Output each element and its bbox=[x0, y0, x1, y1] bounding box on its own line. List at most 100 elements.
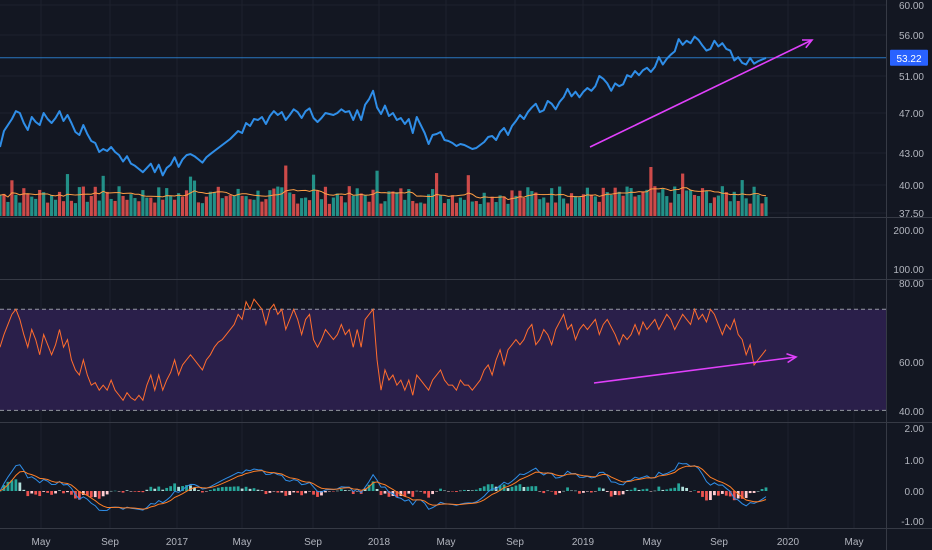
volume-bar bbox=[696, 196, 701, 216]
volume-bar bbox=[518, 190, 522, 216]
macd-histogram-bar bbox=[316, 491, 319, 497]
volume-bar bbox=[712, 197, 716, 216]
macd-histogram-bar bbox=[582, 491, 585, 493]
volume-bar bbox=[708, 203, 713, 216]
y-tick-label: 80.00 bbox=[899, 279, 924, 290]
volume-bar bbox=[121, 195, 125, 216]
volume-bar bbox=[494, 202, 498, 216]
macd-histogram-bar bbox=[312, 491, 315, 495]
macd-histogram-bar bbox=[308, 491, 311, 492]
volume-bar bbox=[542, 197, 546, 216]
volume-bar bbox=[65, 174, 70, 216]
volume-bar bbox=[240, 195, 244, 216]
macd-histogram-bar bbox=[574, 490, 577, 492]
y-tick-label: 200.00 bbox=[893, 226, 924, 237]
y-tick-label: 40.00 bbox=[899, 181, 924, 192]
volume-bar bbox=[18, 202, 22, 216]
macd-histogram-bar bbox=[264, 491, 268, 495]
macd-histogram-bar bbox=[66, 491, 69, 493]
macd-histogram-bar bbox=[423, 491, 427, 494]
macd-histogram-bar bbox=[748, 491, 752, 494]
signal-line bbox=[0, 465, 767, 510]
volume-bar bbox=[145, 197, 149, 216]
macd-histogram-bar bbox=[296, 491, 300, 493]
volume-bar bbox=[97, 200, 101, 216]
macd-histogram-bar bbox=[673, 487, 677, 491]
macd-histogram-bar bbox=[597, 487, 601, 491]
y-tick-label: -1.00 bbox=[901, 517, 924, 528]
macd-histogram-bar bbox=[224, 486, 228, 491]
macd-histogram-bar bbox=[335, 490, 339, 492]
macd-histogram-bar bbox=[121, 491, 125, 493]
macd-histogram-bar bbox=[304, 491, 307, 494]
volume-bar bbox=[458, 197, 462, 216]
macd-histogram-bar bbox=[10, 480, 14, 491]
macd-histogram-bar bbox=[486, 484, 490, 491]
volume-bar bbox=[605, 192, 609, 216]
x-tick-label: Sep bbox=[506, 537, 524, 548]
volume-bar bbox=[744, 198, 748, 216]
rsi-line bbox=[0, 298, 767, 402]
volume-bar bbox=[498, 195, 502, 216]
macd-histogram-bar bbox=[0, 491, 2, 492]
volume-bar bbox=[161, 199, 165, 216]
macd-histogram-bar bbox=[462, 489, 466, 491]
macd-histogram-bar bbox=[649, 491, 653, 492]
x-tick-label: May bbox=[437, 537, 456, 548]
volume-bar bbox=[474, 201, 478, 216]
price-trendline-arrow bbox=[589, 39, 813, 148]
macd-histogram-bar bbox=[129, 491, 133, 492]
volume-bar bbox=[720, 186, 724, 216]
macd-histogram-bar bbox=[724, 491, 728, 496]
volume-bar bbox=[716, 195, 720, 216]
volume-bar bbox=[395, 192, 399, 216]
macd-histogram-bar bbox=[42, 491, 46, 492]
volume-bar bbox=[351, 195, 355, 216]
macd-histogram-bar bbox=[558, 491, 562, 494]
macd-histogram-bar bbox=[522, 487, 526, 491]
macd-histogram-bar bbox=[586, 491, 589, 492]
volume-bar bbox=[609, 195, 613, 216]
macd-histogram-bar bbox=[220, 487, 224, 491]
volume-bar bbox=[506, 203, 510, 216]
volume-bar bbox=[538, 199, 542, 216]
macd-histogram-bar bbox=[490, 484, 494, 491]
volume-bar bbox=[740, 180, 744, 216]
volume-bar bbox=[669, 202, 673, 216]
volume-bar bbox=[597, 201, 601, 216]
macd-histogram-bar bbox=[371, 481, 375, 491]
volume-bar bbox=[728, 201, 732, 216]
x-tick-label: May bbox=[643, 537, 662, 548]
volume-bar bbox=[89, 196, 93, 216]
volume-bar bbox=[756, 194, 760, 216]
macd-histogram-bar bbox=[197, 490, 200, 491]
macd-histogram-bar bbox=[38, 491, 42, 497]
volume-bar bbox=[478, 203, 482, 216]
volume-bar bbox=[300, 198, 304, 216]
volume-bar bbox=[748, 203, 752, 216]
macd-histogram-bar bbox=[268, 491, 272, 493]
volume-bar bbox=[109, 198, 113, 216]
macd-histogram-bar bbox=[736, 491, 740, 499]
macd-histogram-bar bbox=[81, 491, 85, 495]
volume-bar bbox=[657, 192, 661, 216]
volume-bar bbox=[315, 190, 320, 216]
macd-histogram-bar bbox=[459, 490, 462, 492]
volume-bar bbox=[450, 195, 455, 216]
volume-bar bbox=[363, 195, 367, 216]
volume-bar bbox=[379, 203, 383, 216]
macd-histogram-bar bbox=[173, 483, 177, 491]
macd-histogram-bar bbox=[185, 485, 188, 491]
macd-histogram-bar bbox=[240, 488, 244, 491]
macd-histogram-bar bbox=[653, 490, 657, 492]
volume-bar bbox=[343, 202, 347, 216]
volume-bar bbox=[61, 201, 66, 216]
macd-histogram-bar bbox=[34, 491, 38, 495]
x-tick-label: 2017 bbox=[166, 537, 189, 548]
volume-bar bbox=[415, 203, 419, 216]
volume-bar bbox=[585, 187, 589, 216]
macd-histogram-bar bbox=[216, 487, 220, 491]
macd-histogram-bar bbox=[546, 490, 550, 492]
macd-histogram-bar bbox=[347, 490, 351, 491]
